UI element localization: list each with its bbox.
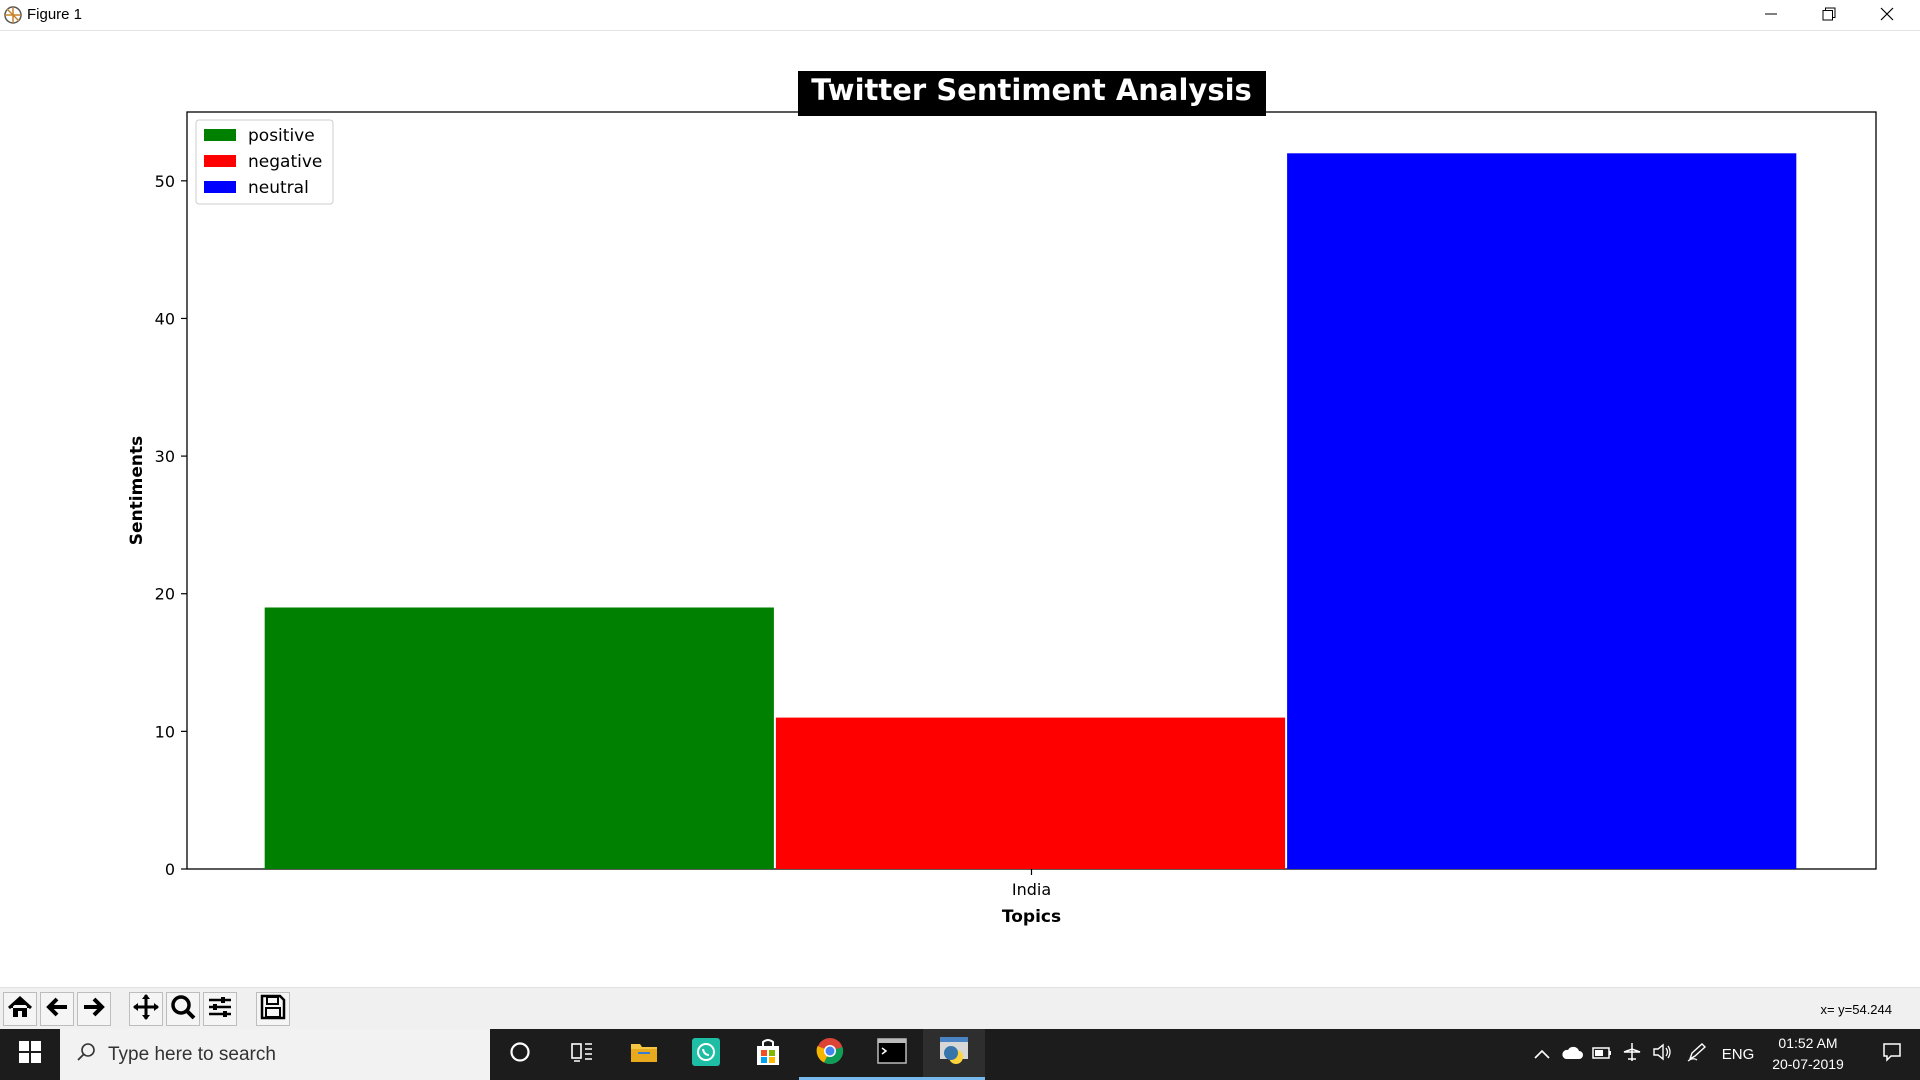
pen-icon <box>1687 1042 1707 1067</box>
input-language-tray[interactable]: ENG <box>1718 1029 1758 1080</box>
y-tick-label: 0 <box>165 860 175 879</box>
store-button[interactable] <box>737 1029 799 1080</box>
pan-button[interactable] <box>129 992 163 1026</box>
whatsapp-button[interactable] <box>675 1029 737 1080</box>
bar-chart: 0 10 20 30 40 50 India positive negative neutral… <box>127 71 1877 927</box>
home-button[interactable] <box>3 992 37 1026</box>
taskbar: Type here to search ENG 0 <box>0 1029 1920 1080</box>
forward-icon <box>80 993 108 1025</box>
file-explorer-button[interactable] <box>613 1029 675 1080</box>
close-button[interactable] <box>1858 0 1916 30</box>
battery-tray[interactable] <box>1588 1029 1616 1080</box>
bar-neutral <box>1287 153 1797 870</box>
legend-swatch-positive <box>204 129 236 141</box>
start-button[interactable] <box>0 1029 60 1080</box>
y-tick-label: 30 <box>155 447 175 466</box>
pan-icon <box>132 993 160 1025</box>
y-tick-label: 50 <box>155 172 175 191</box>
forward-button[interactable] <box>77 992 111 1026</box>
clock-time: 01:52 AM <box>1778 1035 1838 1051</box>
chevron-up-icon <box>1534 1046 1550 1064</box>
cortana-icon <box>509 1041 531 1068</box>
search-icon <box>76 1042 96 1067</box>
task-view-icon <box>570 1041 594 1068</box>
system-clock[interactable]: 01:52 AM 20-07-2019 <box>1760 1033 1856 1075</box>
action-center-button[interactable] <box>1864 1029 1920 1080</box>
bar-negative <box>775 717 1286 869</box>
language-indicator: ENG <box>1721 1046 1755 1063</box>
windows-logo-icon <box>19 1041 41 1068</box>
back-icon <box>43 993 71 1025</box>
folder-icon <box>630 1041 658 1068</box>
legend-label-neutral: neutral <box>248 178 309 198</box>
cortana-button[interactable] <box>489 1029 551 1080</box>
speaker-icon <box>1652 1043 1672 1066</box>
airplane-icon <box>1622 1042 1642 1067</box>
y-tick-label: 10 <box>155 722 175 741</box>
chrome-icon <box>816 1037 844 1070</box>
save-icon <box>259 993 287 1025</box>
minimize-icon <box>1764 6 1778 25</box>
python-figure-button[interactable] <box>923 1029 985 1080</box>
figure-toolbar: x= y=54.244 <box>0 987 1920 1030</box>
cursor-coordinates: x= y=54.244 <box>1820 1002 1892 1017</box>
home-icon <box>6 993 34 1025</box>
volume-tray[interactable] <box>1648 1029 1676 1080</box>
legend-label-positive: positive <box>248 126 315 146</box>
y-tick-label: 20 <box>155 585 175 604</box>
python-figure-icon <box>3 5 23 25</box>
python-icon <box>939 1036 969 1071</box>
minimize-button[interactable] <box>1742 0 1800 30</box>
legend-swatch-neutral <box>204 181 236 193</box>
whatsapp-icon <box>692 1038 720 1071</box>
configure-button[interactable] <box>203 992 237 1026</box>
x-axis-label: Topics <box>1002 907 1061 927</box>
zoom-icon <box>169 993 197 1025</box>
y-tick-label: 40 <box>155 309 175 328</box>
restore-button[interactable] <box>1800 0 1858 30</box>
search-placeholder: Type here to search <box>108 1043 276 1065</box>
airplane-mode-tray[interactable] <box>1618 1029 1646 1080</box>
chrome-button[interactable] <box>799 1029 861 1080</box>
battery-icon <box>1591 1044 1613 1065</box>
x-tick-label: India <box>1012 880 1051 899</box>
window-title: Figure 1 <box>27 6 83 23</box>
legend-swatch-negative <box>204 155 236 167</box>
zoom-button[interactable] <box>166 992 200 1026</box>
pen-workspace-tray[interactable] <box>1683 1029 1711 1080</box>
taskbar-search[interactable]: Type here to search <box>60 1029 490 1080</box>
back-button[interactable] <box>40 992 74 1026</box>
cloud-icon <box>1561 1044 1583 1065</box>
bar-positive <box>264 607 774 869</box>
legend-label-negative: negative <box>248 152 322 172</box>
store-icon <box>755 1038 781 1071</box>
close-icon <box>1880 6 1894 25</box>
figure-canvas[interactable]: 0 10 20 30 40 50 India positive negative neutral… <box>1 31 1919 987</box>
notification-icon <box>1882 1042 1902 1067</box>
y-axis-label: Sentiments <box>127 436 147 545</box>
show-hidden-icons-button[interactable] <box>1528 1029 1556 1080</box>
chart-title-box <box>798 71 1266 116</box>
save-button[interactable] <box>256 992 290 1026</box>
task-view-button[interactable] <box>551 1029 613 1080</box>
terminal-button[interactable] <box>861 1029 923 1080</box>
clock-date: 20-07-2019 <box>1772 1056 1844 1072</box>
terminal-icon <box>877 1037 907 1069</box>
window-titlebar: Figure 1 <box>0 0 1920 31</box>
onedrive-tray[interactable] <box>1558 1029 1586 1080</box>
restore-icon <box>1822 6 1836 25</box>
chart-title: Twitter Sentiment Analysis <box>811 73 1252 107</box>
configure-icon <box>206 993 234 1025</box>
